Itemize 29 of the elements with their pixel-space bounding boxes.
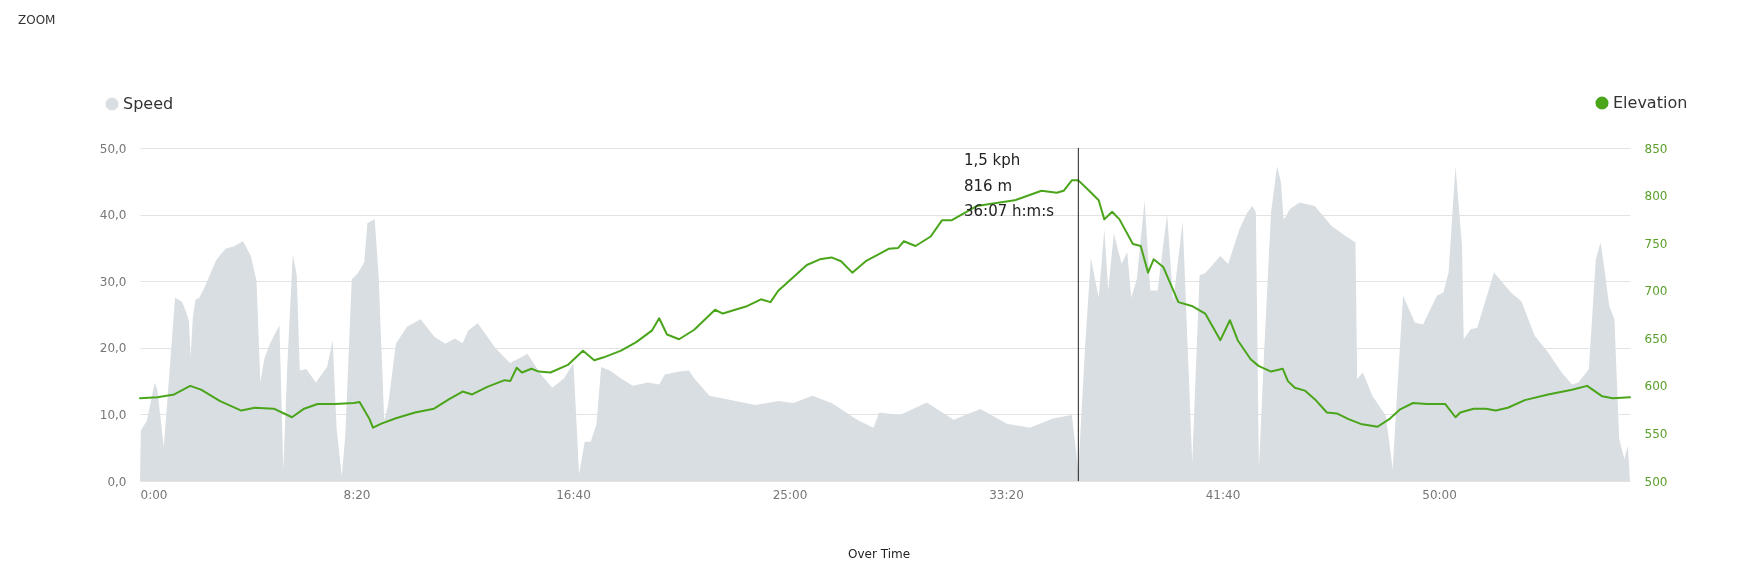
y-tick-label: 0,0 xyxy=(107,474,127,489)
y-tick-label: 10,0 xyxy=(99,407,127,422)
y-tick-label: 50,0 xyxy=(99,141,127,156)
x-tick-label: 33:20 xyxy=(989,487,1024,502)
y-tick-label: 30,0 xyxy=(99,274,127,289)
y2-tick-label: 750 xyxy=(1644,236,1668,251)
y-tick-label: 20,0 xyxy=(99,341,127,356)
text: ZOOM xyxy=(18,13,56,27)
x-tick-label: 25:00 xyxy=(772,487,808,502)
x-tick-label: 0:00 xyxy=(140,487,168,502)
y-tick-label: 40,0 xyxy=(99,208,127,223)
x-tick-label: 16:40 xyxy=(556,487,591,502)
line-series xyxy=(139,179,1631,429)
y2-tick-label: 700 xyxy=(1644,284,1668,299)
y2-tick-label: 650 xyxy=(1644,331,1668,346)
y2-tick-label: 800 xyxy=(1644,189,1668,204)
y2-tick-label: 600 xyxy=(1644,379,1668,394)
annotation: 1,5 kph xyxy=(964,151,1021,169)
legend-label: Speed xyxy=(123,94,174,113)
y2-tick-label: 550 xyxy=(1644,426,1668,441)
x-tick-label: 41:40 xyxy=(1205,487,1241,502)
text: Over Time xyxy=(848,547,911,561)
x-tick-label: 50:00 xyxy=(1422,487,1457,502)
y2-tick-label: 850 xyxy=(1644,141,1668,156)
x-tick-label: 8:20 xyxy=(343,487,371,502)
annotation: 816 m xyxy=(964,177,1013,195)
legend-label: Elevation xyxy=(1613,93,1688,112)
y2-tick-label: 500 xyxy=(1644,474,1668,489)
annotation: 36:07 h:m:s xyxy=(964,202,1055,220)
